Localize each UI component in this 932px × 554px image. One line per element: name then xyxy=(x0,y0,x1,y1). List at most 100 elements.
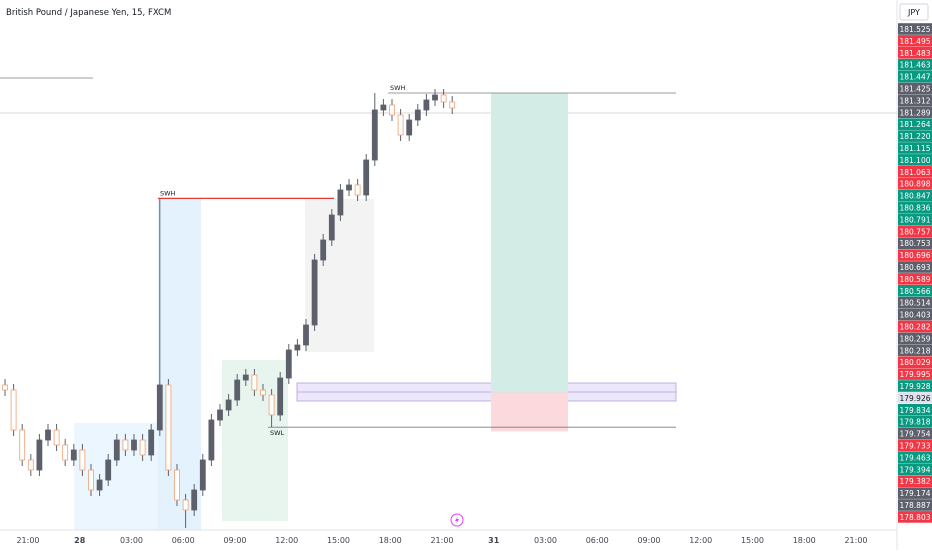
candle-body xyxy=(380,104,387,111)
candle-body xyxy=(432,94,438,101)
price-tag xyxy=(898,237,932,249)
currency-box[interactable] xyxy=(899,3,929,21)
price-label: 181.495 xyxy=(899,37,930,46)
candle-body xyxy=(208,419,215,461)
price-label: 179.928 xyxy=(899,382,930,391)
price-tag xyxy=(898,427,932,440)
candle-body xyxy=(354,184,361,196)
price-tag xyxy=(898,82,932,95)
price-label: 180.259 xyxy=(899,334,930,343)
x-tick-label: 21:00 xyxy=(430,536,453,545)
x-tick-label: 18:00 xyxy=(793,536,816,545)
price-label: 179.463 xyxy=(899,453,930,462)
candle-body xyxy=(79,449,86,471)
candle-body xyxy=(131,439,137,451)
x-tick-label: 06:00 xyxy=(172,536,195,545)
price-label: 179.818 xyxy=(899,418,930,427)
price-label: 180.836 xyxy=(899,204,930,213)
price-label: 181.425 xyxy=(899,85,930,94)
price-tag xyxy=(898,130,932,142)
candle-body xyxy=(277,377,284,416)
price-tag xyxy=(898,47,932,59)
candle-body xyxy=(45,429,51,441)
price-label: 179.926 xyxy=(899,394,930,403)
candle-body xyxy=(10,389,17,431)
candle-body xyxy=(423,99,430,111)
level-label: SWH xyxy=(390,84,406,92)
candle-body xyxy=(285,349,292,379)
candle-body xyxy=(371,109,378,161)
price-tag xyxy=(898,285,932,297)
candle-body xyxy=(311,259,318,326)
candle-body xyxy=(62,444,69,461)
candle-body xyxy=(320,239,327,261)
candle-body xyxy=(199,459,206,491)
price-tag xyxy=(898,189,932,202)
price-label: 179.382 xyxy=(899,477,930,486)
event-icon[interactable] xyxy=(450,513,464,527)
level-label: SWH xyxy=(160,189,176,197)
candle-body xyxy=(397,114,404,136)
price-label: 180.566 xyxy=(899,287,930,296)
candle-body xyxy=(268,394,275,416)
price-tag xyxy=(898,166,932,178)
x-tick-label: 21:00 xyxy=(16,536,39,545)
candle-body xyxy=(337,189,344,216)
price-tag xyxy=(898,439,932,452)
price-tag xyxy=(898,308,932,321)
price-label: 179.834 xyxy=(899,406,930,415)
price-tag xyxy=(898,487,932,499)
candle-body xyxy=(88,469,94,491)
price-tag xyxy=(898,404,932,416)
price-label: 180.791 xyxy=(899,215,930,224)
x-tick-label: 12:00 xyxy=(275,536,298,545)
price-label: 179.754 xyxy=(899,430,930,439)
price-tag xyxy=(898,94,932,107)
price-label: 180.898 xyxy=(899,180,930,189)
price-label: 180.218 xyxy=(899,346,930,355)
x-tick-label: 03:00 xyxy=(120,536,143,545)
price-tag xyxy=(898,392,932,404)
candle-body xyxy=(156,384,163,431)
price-tag xyxy=(898,106,932,119)
candle-body xyxy=(217,409,223,421)
price-tag xyxy=(898,380,932,392)
price-label: 181.483 xyxy=(899,49,930,58)
candle-body xyxy=(113,439,120,461)
target-zone xyxy=(491,93,568,393)
x-tick-label: 28 xyxy=(74,536,86,545)
candle-body xyxy=(440,94,447,103)
price-tag xyxy=(898,475,932,487)
price-tag xyxy=(898,296,932,309)
candle-body xyxy=(406,119,413,136)
x-tick-label: 31 xyxy=(488,536,500,545)
candle-body xyxy=(260,389,266,396)
price-label: 180.753 xyxy=(899,239,930,248)
candle-body xyxy=(182,499,189,511)
price-label: 180.757 xyxy=(899,227,930,236)
candle-body xyxy=(414,109,421,121)
price-tag xyxy=(898,58,932,71)
candle-body xyxy=(96,479,103,491)
candle-body xyxy=(303,324,309,346)
candle-body xyxy=(225,399,232,411)
x-tick-label: 21:00 xyxy=(844,536,867,545)
price-label: 180.696 xyxy=(899,251,930,260)
price-tag xyxy=(898,70,932,83)
price-tag xyxy=(898,118,932,130)
x-tick-label: 15:00 xyxy=(741,536,764,545)
price-label: 179.174 xyxy=(899,489,930,498)
price-label: 181.289 xyxy=(899,108,930,117)
price-label: 181.264 xyxy=(899,120,930,129)
price-tag xyxy=(898,368,932,380)
price-tag xyxy=(898,499,932,511)
candle-body xyxy=(70,449,77,461)
price-label: 181.115 xyxy=(899,144,930,153)
price-tag xyxy=(898,142,932,154)
price-label: 180.589 xyxy=(899,275,930,284)
price-label: 181.463 xyxy=(899,61,930,70)
candle-body xyxy=(234,379,241,401)
candle-body xyxy=(449,101,456,109)
price-tag xyxy=(898,451,932,464)
